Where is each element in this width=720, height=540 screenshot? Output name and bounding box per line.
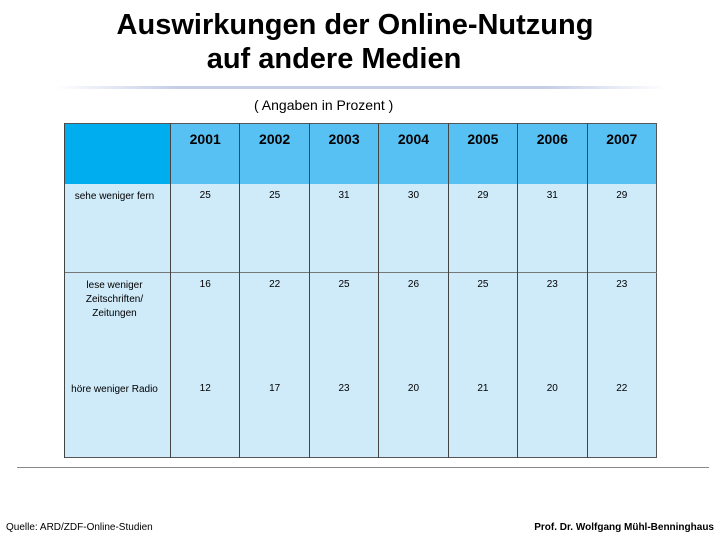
table-cell: 22	[586, 377, 657, 458]
slide-title: Auswirkungen der Online-Nutzung auf ande…	[0, 8, 720, 76]
table-cell: 29	[586, 184, 657, 272]
year-header: 2002	[239, 123, 310, 184]
title-line-2: auf andere Medien	[206, 43, 462, 75]
author-credit: Prof. Dr. Wolfgang Mühl-Benninghaus	[534, 522, 714, 533]
year-header: 2004	[378, 123, 449, 184]
table-cell: 22	[239, 271, 310, 377]
table-cell: 20	[378, 377, 449, 458]
table-row: höre weniger Radio 12 17 23 20 21 20 22	[64, 377, 657, 458]
year-header: 2003	[308, 123, 379, 184]
table-cell: 23	[586, 271, 657, 377]
table-cell: 25	[308, 271, 379, 377]
table-cell: 30	[378, 184, 449, 272]
table-cell: 25	[239, 184, 310, 272]
table-cell: 12	[169, 377, 240, 458]
table-cell: 29	[447, 184, 518, 272]
table-cell: 25	[447, 271, 518, 377]
table-row: lese weniger Zeitschriften/ Zeitungen 16…	[64, 271, 657, 377]
table-corner-cell	[64, 123, 171, 184]
table-cell: 20	[517, 377, 588, 458]
source-note: Quelle: ARD/ZDF-Online-Studien	[6, 522, 153, 533]
table-cell: 31	[308, 184, 379, 272]
table-cell: 21	[447, 377, 518, 458]
year-header: 2006	[517, 123, 588, 184]
row-label: lese weniger Zeitschriften/ Zeitungen	[64, 271, 171, 377]
media-impact-table: 2001 2002 2003 2004 2005 2006 2007 sehe …	[64, 123, 657, 458]
row-label: sehe weniger fern	[64, 184, 171, 272]
row-label: höre weniger Radio	[64, 377, 171, 458]
title-line-1: Auswirkungen der Online-Nutzung	[116, 9, 594, 41]
footer-divider	[17, 467, 709, 468]
table-cell: 16	[169, 271, 240, 377]
year-header: 2005	[447, 123, 518, 184]
table-header-row: 2001 2002 2003 2004 2005 2006 2007	[64, 123, 657, 184]
table-cell: 17	[239, 377, 310, 458]
table-cell: 31	[517, 184, 588, 272]
table-cell: 26	[378, 271, 449, 377]
year-header: 2007	[586, 123, 657, 184]
table-cell: 23	[308, 377, 379, 458]
table-row: sehe weniger fern 25 25 31 30 29 31 29	[64, 184, 657, 272]
title-divider	[56, 86, 666, 89]
year-header: 2001	[169, 123, 240, 184]
table-cell: 23	[517, 271, 588, 377]
units-note: ( Angaben in Prozent )	[254, 97, 394, 113]
table-cell: 25	[169, 184, 240, 272]
